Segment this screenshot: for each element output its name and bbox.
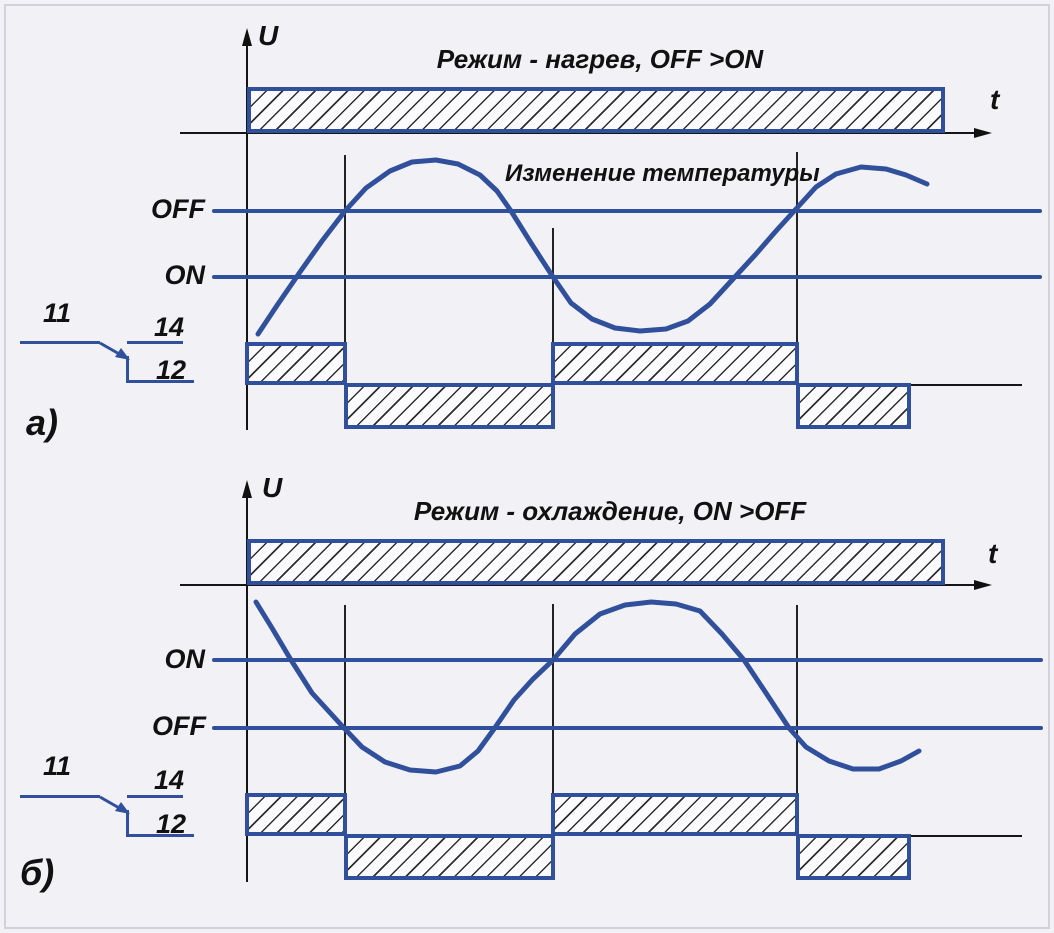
panel-a-y-axis-label: U [258,20,279,51]
panel-b-relay-no-line [127,795,183,798]
panel-a-output-low-bar-1 [344,383,555,429]
panel-b-output-high-bar-1 [245,793,347,836]
panel-a-t-axis [180,132,980,134]
panel-a-x-axis-label: t [990,84,1000,115]
panel-b-relay-connector [126,810,129,837]
panel-a-relay-no-line [127,341,183,344]
panel-b-relay-nc-line [127,834,194,837]
panel-b-relay-common-label: 11 [42,751,72,781]
panel-a-u-axis [246,36,248,430]
panel-b-x-axis-label: t [988,538,998,569]
panel-a-off-label: OFF [151,194,205,224]
panel-a-relay-nc-line [127,380,194,383]
panel-b-off-label: OFF [152,711,206,741]
panel-a-relay-connector [126,356,129,383]
panel-b-supply-bar [247,539,945,585]
panel-a-output-high-bar-2 [551,342,799,385]
panel-b-label: б) [20,852,55,893]
panel-b-relay-nc-label: 12 [155,809,187,839]
panel-a-relay-common-label: 11 [42,298,72,328]
panel-a-curve-caption: Изменение температуры [505,160,820,187]
panel-a-supply-bar [247,87,945,133]
panel-b-relay-no-label: 14 [153,765,185,795]
panel-a-on-label: ON [164,260,206,290]
panel-a-label: а) [26,402,59,443]
panel-b-output-low-bar-2 [796,834,911,880]
panel-b-title: Режим - охлаждение, ON >OFF [413,496,807,526]
panel-b-output-high-bar-2 [551,793,799,836]
panel-a-relay-common-line [20,341,100,344]
panel-b-t-axis [180,584,980,586]
panel-a-off-threshold-line [212,209,1042,213]
panel-a-relay-no-label: 14 [153,312,185,342]
panel-a-title: Режим - нагрев, OFF >ON [436,44,764,74]
panel-b-output-low-bar-1 [344,834,555,880]
panel-a-output-trail-line [911,384,1022,386]
panel-b-u-axis [246,488,248,882]
panel-a-on-threshold-line [212,275,1042,279]
panel-a-relay-arm [99,341,122,357]
panel-b-output-trail-line [911,835,1022,837]
panel-a-output-low-bar-2 [796,383,911,429]
panel-b-temperature-curve [253,599,922,775]
panel-b-relay-arm [99,795,122,811]
panel-b-relay-common-line [20,795,100,798]
panel-b-on-threshold-line [212,658,1043,662]
panel-a-output-high-bar-1 [245,342,347,385]
panel-b-off-threshold-line [212,726,1043,730]
panel-b-on-label: ON [164,644,206,674]
panel-a-relay-nc-label: 12 [155,355,187,385]
panel-b-y-axis-label: U [262,472,283,503]
